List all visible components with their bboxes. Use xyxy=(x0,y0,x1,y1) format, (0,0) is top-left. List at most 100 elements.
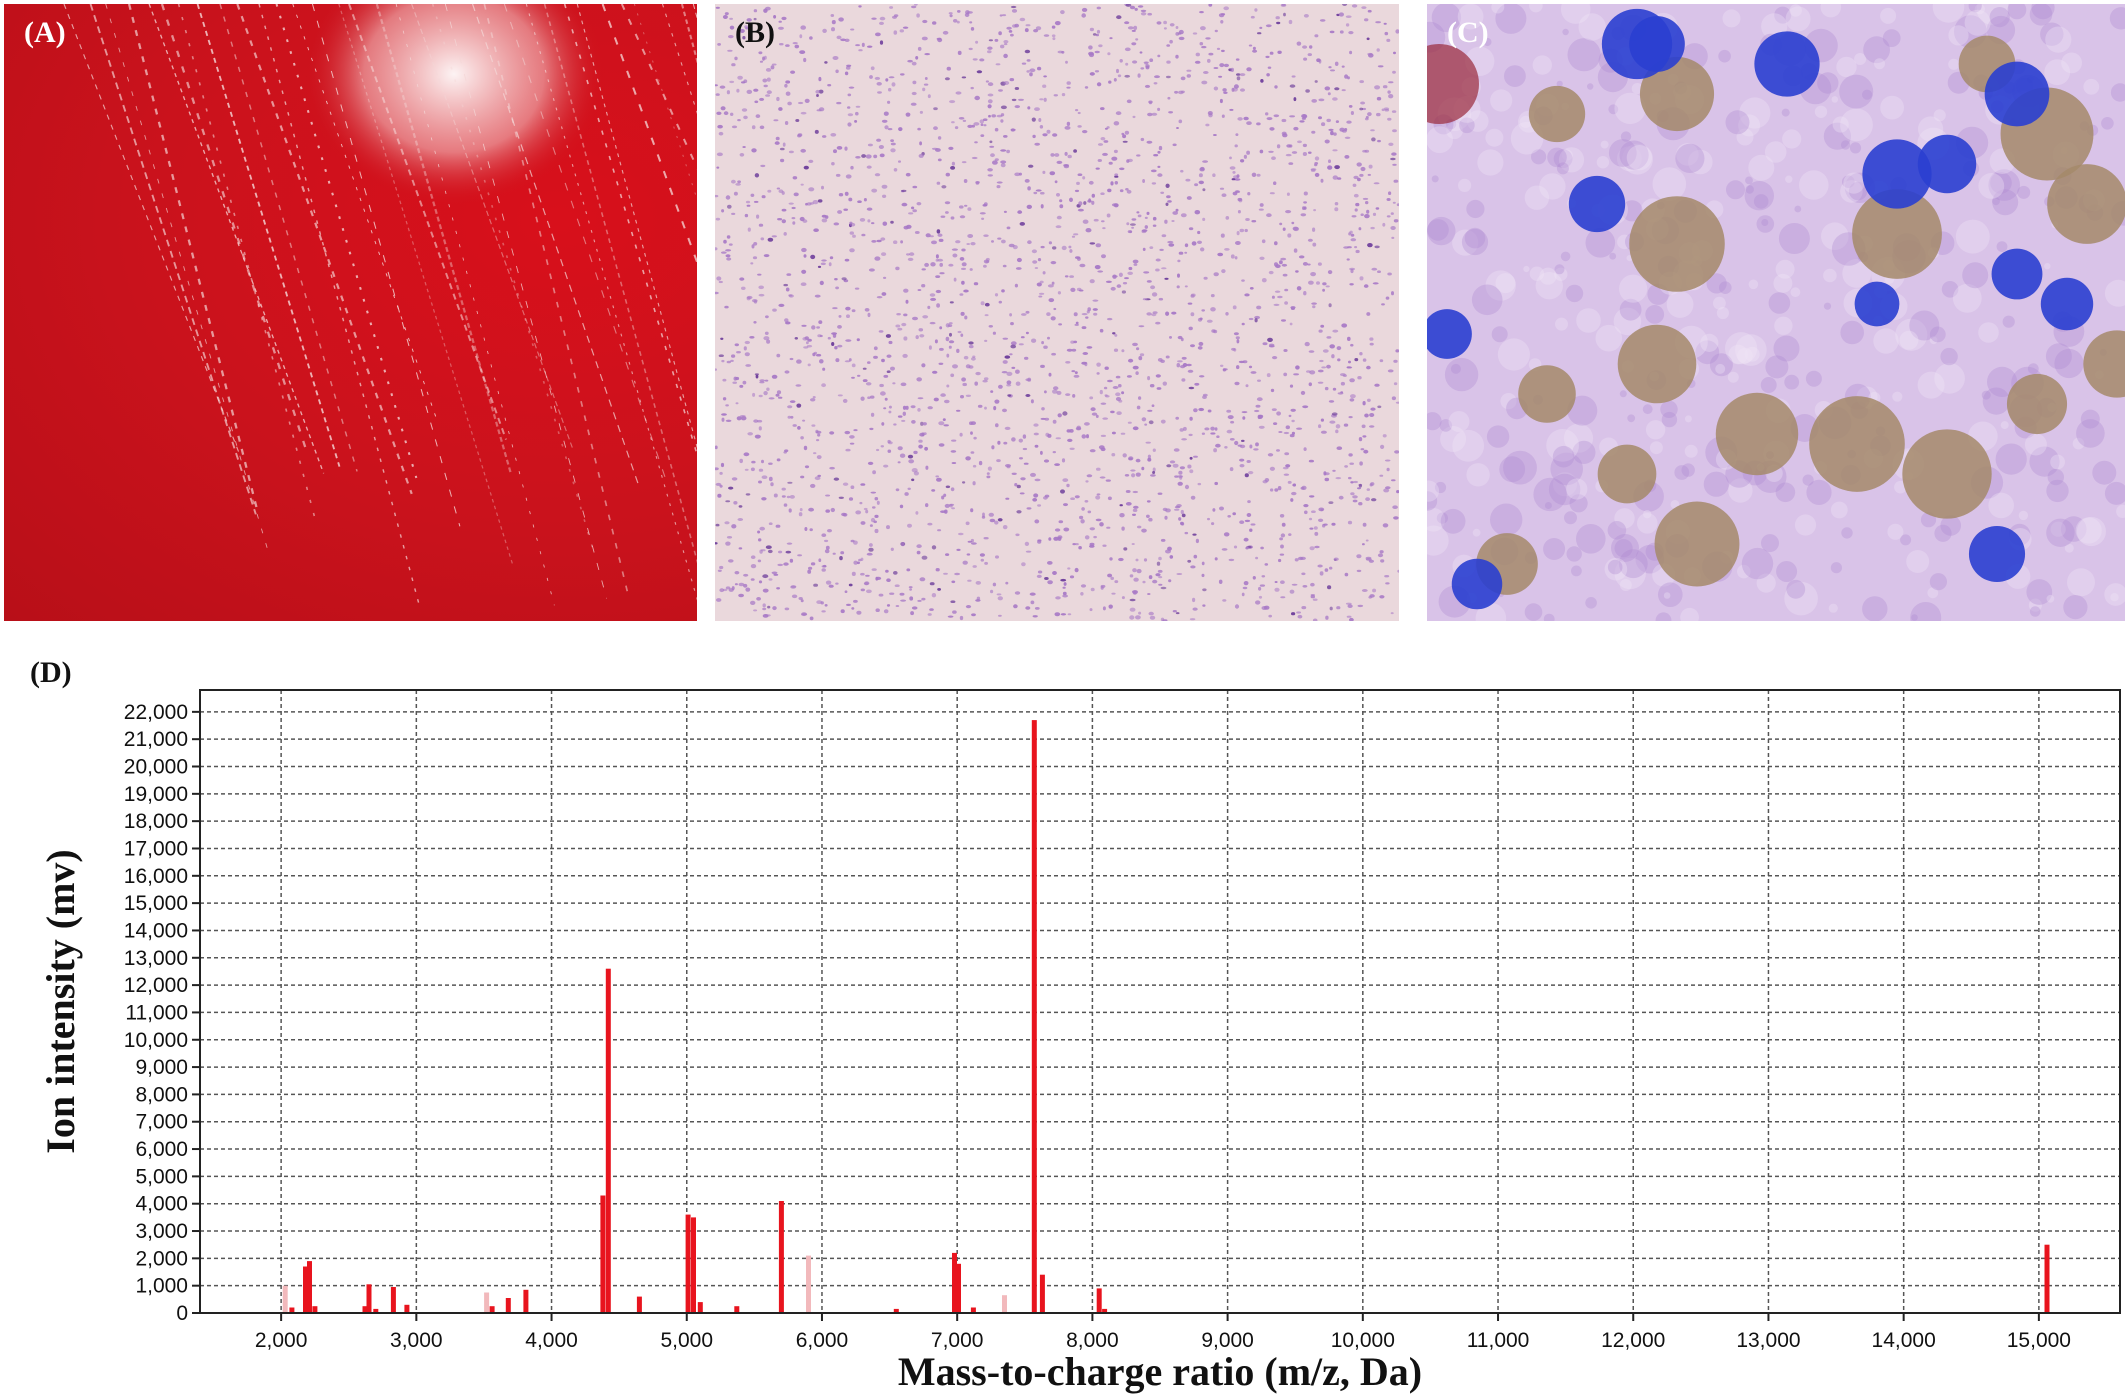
bacterium-dot xyxy=(1364,18,1369,22)
bacterium-dot xyxy=(808,507,814,512)
background-blot xyxy=(1709,353,1733,377)
bacterium-dot xyxy=(927,613,932,616)
bacterium-dot xyxy=(1320,430,1327,434)
bacterium-dot xyxy=(1219,506,1224,511)
bacterium-dot xyxy=(1351,215,1357,218)
bacterium-dot xyxy=(1384,108,1390,112)
bacterium-dot xyxy=(879,153,885,158)
bacterium-dot xyxy=(906,568,911,572)
bacterium-dot xyxy=(1152,448,1156,452)
bacterium-dot xyxy=(967,540,973,543)
bacterium-dot xyxy=(1274,488,1279,492)
background-blot xyxy=(1784,581,1818,616)
bacterium-dot xyxy=(1220,364,1224,367)
bacterium-dot xyxy=(1280,544,1284,549)
bacterium-dot xyxy=(850,165,854,170)
bacterium-dot xyxy=(773,119,779,122)
bacterium-dot xyxy=(1082,130,1088,134)
background-blot xyxy=(1567,395,1598,426)
bacterium-dot xyxy=(808,159,814,163)
bacterium-dot xyxy=(1303,291,1307,296)
bacterium-dot xyxy=(928,345,932,350)
bacterium-dot xyxy=(929,235,934,238)
bacterium-dot xyxy=(1091,412,1098,416)
bacterium-dot xyxy=(936,477,942,482)
bacterium-dot xyxy=(1136,154,1141,157)
bacterium-dot xyxy=(1301,572,1306,576)
x-tick-label: 2,000 xyxy=(255,1329,308,1352)
bacterium-dot xyxy=(1175,612,1180,615)
bacterium-dot xyxy=(1309,495,1315,498)
bacterium-dot xyxy=(761,475,768,480)
bacterium-dot xyxy=(1016,484,1021,489)
bacterium-dot xyxy=(809,528,813,532)
bacterium-dot xyxy=(1345,23,1350,27)
background-blot xyxy=(1948,58,1960,70)
bacterium-dot xyxy=(737,518,744,521)
bacterium-dot xyxy=(1017,210,1023,214)
bacterium-dot xyxy=(881,358,885,363)
bacterium-dot xyxy=(1190,495,1196,500)
bacterium-dot xyxy=(1138,611,1142,615)
bacterium-dot xyxy=(1157,492,1163,495)
bacterium-dot xyxy=(1016,257,1022,263)
bacterium-dot xyxy=(736,351,741,354)
bacterium-dot xyxy=(1274,587,1280,592)
bacterium-dot xyxy=(994,293,999,297)
bacterium-dot xyxy=(1029,72,1033,77)
bacterium-dot xyxy=(1041,341,1044,345)
bacterium-dot xyxy=(1318,98,1325,102)
bacterium-dot xyxy=(816,326,820,329)
bacterium-dot xyxy=(1283,431,1290,435)
bacterium-dot xyxy=(1004,426,1011,430)
background-blot xyxy=(1681,463,1695,477)
bacterium-dot xyxy=(1356,569,1362,573)
bacterium-dot xyxy=(1284,288,1289,292)
panel-a-label: (A) xyxy=(24,16,66,49)
bacterium-dot xyxy=(1013,604,1018,609)
bacterium-dot xyxy=(1054,612,1061,617)
bacterium-dot xyxy=(1165,355,1170,359)
background-blot xyxy=(2045,343,2072,370)
bacterium-dot xyxy=(931,489,936,492)
bacterium-dot xyxy=(953,277,957,282)
background-blot xyxy=(1427,525,1449,556)
background-blot xyxy=(1552,472,1578,497)
bacterium-dot xyxy=(1370,129,1375,132)
bacterium-dot xyxy=(963,179,968,183)
bacterium-dot xyxy=(1132,259,1139,264)
bacterium-dot xyxy=(770,482,774,487)
bacterium-dot xyxy=(1307,238,1313,242)
bacterium-dot xyxy=(796,359,802,364)
bacterium-dot xyxy=(1129,607,1136,612)
blue-nucleus xyxy=(1862,139,1932,209)
bacterium-dot xyxy=(1353,175,1359,180)
bacterium-dot xyxy=(872,506,876,509)
background-blot xyxy=(1840,140,1851,150)
bacterium-dot xyxy=(1252,46,1256,51)
spectrum-peak xyxy=(1002,1295,1007,1313)
bacterium-dot xyxy=(1250,371,1257,374)
bacterium-dot xyxy=(786,542,793,545)
bacterium-dot xyxy=(1316,58,1321,62)
background-blot xyxy=(1562,28,1569,36)
spectrum-peak xyxy=(366,1284,372,1313)
bacterium-dot xyxy=(1393,382,1398,386)
bacterium-dot xyxy=(1235,241,1241,245)
brown-cell xyxy=(2083,330,2125,398)
spectrum-peak xyxy=(362,1306,368,1313)
background-blot xyxy=(1439,419,1453,432)
background-blot xyxy=(1839,74,1874,109)
bacterium-dot xyxy=(1087,510,1092,514)
bacterium-dot xyxy=(986,257,990,262)
bacterium-dot xyxy=(780,158,785,163)
background-blot xyxy=(1676,143,1699,166)
background-blot xyxy=(1840,180,1863,203)
bacterium-dot xyxy=(1311,510,1316,513)
bacterium-dot xyxy=(1157,165,1161,168)
bacterium-dot xyxy=(1124,47,1131,52)
bacterium-dot xyxy=(1327,92,1331,96)
bacterium-dot xyxy=(948,340,955,344)
bacterium-dot xyxy=(895,324,901,328)
blue-nucleus xyxy=(1568,175,1626,233)
